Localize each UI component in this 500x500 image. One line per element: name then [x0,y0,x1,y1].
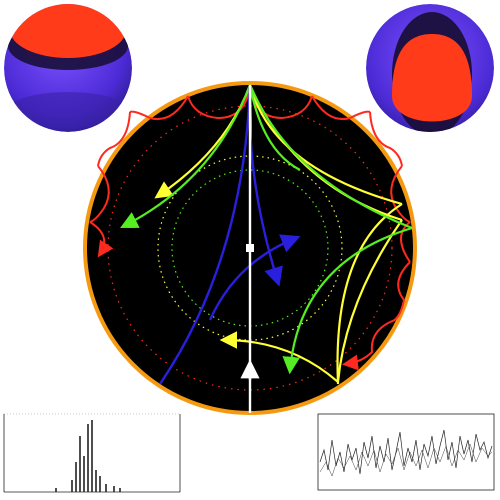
poincare-disk [85,83,415,413]
sphere-top-left [4,2,132,132]
spectrum-left [4,414,180,492]
sphere-top-right [366,4,494,136]
center-marker [246,244,254,252]
spectrum-right [318,414,494,490]
